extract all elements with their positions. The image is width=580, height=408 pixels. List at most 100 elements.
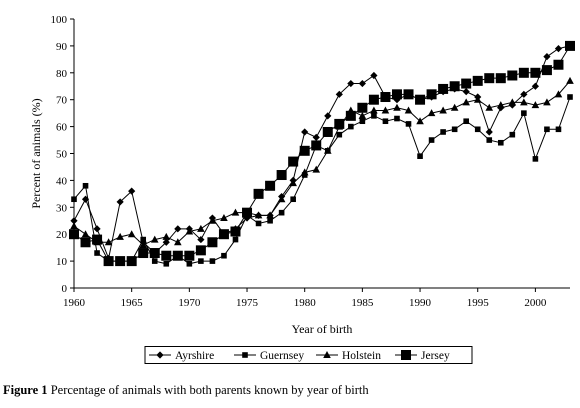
point-jersey-1964	[115, 256, 126, 267]
point-holstein-1965	[127, 230, 136, 238]
point-guernsey-1986	[371, 113, 377, 119]
point-guernsey-1990	[417, 153, 423, 159]
point-jersey-2000	[530, 67, 541, 78]
point-holstein-1978	[277, 195, 286, 203]
point-jersey-1995	[472, 75, 483, 86]
point-jersey-1963	[103, 256, 114, 267]
point-holstein-1989	[404, 106, 413, 114]
point-jersey-1968	[161, 250, 172, 261]
y-tick-label-90: 90	[56, 41, 68, 53]
point-ayrshire-1996	[485, 128, 493, 136]
point-holstein-1969	[174, 238, 182, 246]
point-holstein-1990	[416, 117, 424, 125]
point-ayrshire-1982	[324, 112, 332, 120]
point-jersey-1984	[345, 110, 356, 121]
point-jersey-1981	[311, 140, 322, 151]
y-tick-label-100: 100	[51, 14, 68, 26]
point-jersey-1985	[357, 102, 368, 113]
series-holstein	[70, 76, 574, 248]
point-holstein-1997	[496, 101, 505, 109]
point-ayrshire-2000	[531, 82, 539, 90]
point-ayrshire-1962	[93, 225, 101, 233]
point-holstein-1982	[323, 146, 332, 154]
point-guernsey-1987	[382, 118, 389, 125]
point-jersey-1999	[518, 67, 529, 78]
legend-item-holstein: Holstein	[316, 350, 381, 362]
point-jersey-1983	[334, 118, 345, 129]
point-jersey-1986	[368, 94, 379, 105]
point-holstein-1961	[81, 230, 90, 238]
point-holstein-1964	[116, 232, 124, 240]
point-jersey-1982	[322, 126, 333, 137]
point-guernsey-1998	[509, 131, 516, 138]
legend-label-jersey: Jersey	[421, 350, 450, 362]
point-holstein-1972	[208, 216, 217, 224]
point-guernsey-1984	[348, 123, 354, 130]
point-jersey-1979	[288, 156, 299, 167]
series-guernsey	[71, 94, 573, 267]
point-jersey-1994	[461, 78, 472, 89]
point-holstein-1980	[300, 168, 309, 176]
series-line-holstein	[73, 80, 571, 246]
point-jersey-1988	[391, 89, 402, 100]
series-line-guernsey	[73, 96, 571, 265]
legend-marker-holstein	[323, 351, 331, 358]
point-guernsey-1967	[151, 258, 158, 264]
point-guernsey-2000	[532, 156, 539, 162]
point-holstein-1977	[266, 211, 274, 219]
figure-caption-label: Figure 1	[3, 383, 48, 397]
point-jersey-1989	[403, 89, 414, 100]
point-guernsey-1973	[221, 252, 227, 259]
line-chart: 0 10 20 30 40 50 60 70 80 90 100 1960 1965 1970 1975 19…	[29, 14, 575, 364]
point-holstein-1974	[231, 208, 240, 216]
point-guernsey-1971	[198, 258, 204, 264]
point-ayrshire-1983	[335, 90, 343, 98]
x-tick-label-1985: 1985	[351, 297, 374, 309]
point-guernsey-2001	[544, 126, 550, 133]
x-tick-label-2000: 2000	[524, 297, 547, 309]
legend-box	[144, 346, 473, 364]
point-holstein-1993	[450, 103, 459, 111]
point-jersey-1962	[92, 234, 103, 245]
point-guernsey-1996	[486, 137, 493, 143]
figure-caption-text: Percentage of animals with both parents …	[50, 383, 369, 397]
point-holstein-1992	[439, 106, 447, 114]
point-holstein-1963	[104, 238, 113, 246]
legend-marker-guernsey	[242, 352, 248, 358]
point-guernsey-1988	[394, 115, 400, 122]
y-tick-label-40: 40	[56, 175, 68, 187]
x-tick-label-1990: 1990	[409, 297, 432, 309]
point-guernsey-1972	[209, 258, 216, 264]
point-jersey-1990	[415, 94, 426, 105]
point-jersey-2001	[541, 65, 552, 76]
point-holstein-2002	[554, 90, 563, 98]
point-jersey-1997	[495, 73, 506, 84]
point-holstein-1976	[254, 211, 263, 219]
point-guernsey-1968	[163, 260, 170, 267]
x-tick-label-1960: 1960	[63, 297, 86, 309]
point-jersey-1992	[438, 83, 449, 94]
point-holstein-2001	[543, 98, 551, 106]
figure-caption: Figure 1 Percentage of animals with both…	[3, 383, 369, 398]
point-guernsey-1983	[336, 131, 343, 138]
point-ayrshire-2002	[554, 44, 563, 53]
point-holstein-1967	[150, 235, 159, 243]
point-ayrshire-1994	[462, 88, 470, 96]
y-tick-label-0: 0	[62, 283, 68, 295]
point-guernsey-1966	[140, 236, 147, 243]
point-holstein-1966	[139, 240, 148, 248]
point-jersey-1972	[207, 237, 218, 248]
point-guernsey-1995	[474, 126, 481, 133]
point-ayrshire-2001	[543, 53, 551, 61]
point-holstein-1971	[197, 224, 205, 232]
y-tick-label-80: 80	[56, 68, 68, 80]
point-jersey-1975	[242, 207, 253, 218]
point-jersey-1978	[276, 170, 287, 181]
point-holstein-1981	[312, 165, 321, 173]
point-jersey-1977	[265, 180, 276, 191]
point-jersey-1987	[380, 92, 391, 103]
point-jersey-1971	[195, 245, 206, 256]
x-tick-label-1980: 1980	[294, 297, 317, 309]
point-guernsey-1970	[186, 260, 193, 267]
x-tick-label-1975: 1975	[236, 297, 259, 309]
